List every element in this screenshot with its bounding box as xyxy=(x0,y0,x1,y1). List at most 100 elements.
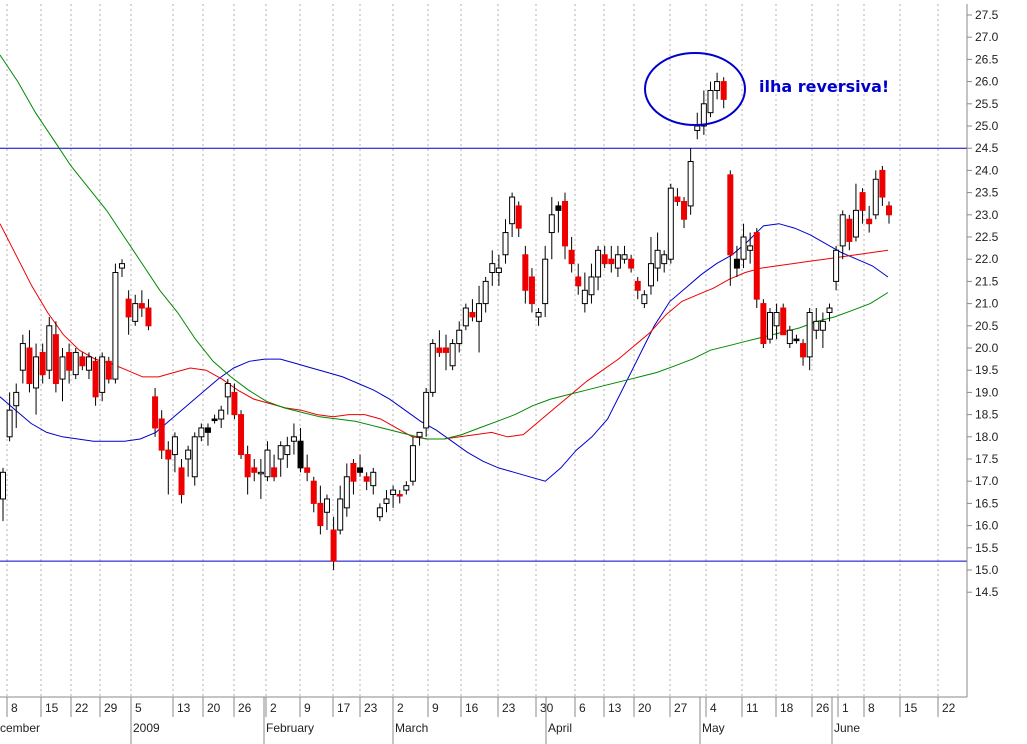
candle xyxy=(231,383,238,420)
candle xyxy=(740,223,747,269)
candle-body xyxy=(581,289,588,305)
candle xyxy=(456,321,463,353)
candle-body xyxy=(33,356,40,389)
x-day-label: 11 xyxy=(746,701,759,715)
x-day-label: 1 xyxy=(842,701,849,715)
candle-body xyxy=(429,343,436,393)
candle xyxy=(198,423,205,442)
x-month-label: April xyxy=(548,721,572,735)
candle xyxy=(6,392,13,442)
x-month-label: May xyxy=(702,721,725,735)
y-tick-label: 22.5 xyxy=(975,230,999,244)
candle xyxy=(575,263,582,295)
candle xyxy=(509,192,516,237)
y-tick-label: 18.5 xyxy=(975,408,999,422)
candle xyxy=(886,201,892,224)
candle xyxy=(879,165,886,206)
candle-body xyxy=(403,485,410,491)
x-day-label: 13 xyxy=(177,701,191,715)
candle-body xyxy=(833,249,840,282)
y-tick-label: 17.0 xyxy=(975,474,999,488)
candle-body xyxy=(112,272,119,380)
x-day-label: 27 xyxy=(674,701,688,715)
candle-body xyxy=(766,311,773,340)
candle xyxy=(495,254,502,286)
candle xyxy=(185,445,192,477)
candle xyxy=(674,188,681,206)
candle-body xyxy=(343,476,350,509)
y-tick-label: 17.5 xyxy=(975,452,999,466)
x-day-label: 30 xyxy=(540,701,554,715)
x-day-label: 20 xyxy=(207,701,221,715)
candle xyxy=(46,316,53,380)
candle-body xyxy=(19,343,26,371)
candle xyxy=(502,219,509,264)
candle-body xyxy=(469,311,476,318)
candle xyxy=(542,245,549,317)
candle-body xyxy=(760,303,767,345)
x-day-label: 8 xyxy=(868,701,875,715)
candle-body xyxy=(879,169,886,198)
candle xyxy=(548,197,555,260)
annotation-label: ilha reversiva! xyxy=(759,77,889,96)
candle xyxy=(806,308,813,371)
y-tick-label: 23.5 xyxy=(975,186,999,200)
candle-body xyxy=(654,249,661,269)
candle-body xyxy=(92,360,99,398)
x-day-label: 5 xyxy=(135,701,142,715)
candle xyxy=(0,467,6,522)
candle-body xyxy=(714,81,721,91)
candle xyxy=(99,352,106,402)
y-tick-label: 16.5 xyxy=(975,496,999,510)
candle xyxy=(72,348,79,380)
candle-body xyxy=(720,81,727,100)
candle xyxy=(125,290,132,335)
candle-body xyxy=(396,494,403,497)
candle-body xyxy=(350,462,357,482)
candle-body xyxy=(621,254,628,260)
candle-body xyxy=(26,347,33,385)
x-day-label: 18 xyxy=(780,701,794,715)
candle-body xyxy=(733,258,740,269)
candle-body xyxy=(271,467,278,478)
candle xyxy=(39,343,46,384)
candle-body xyxy=(886,205,892,216)
y-tick-label: 22.0 xyxy=(975,252,999,266)
candle-body xyxy=(773,311,780,327)
candle-body xyxy=(667,187,674,260)
candle-body xyxy=(423,391,430,429)
candle-body xyxy=(562,200,569,247)
candle xyxy=(780,303,787,336)
candle-body xyxy=(284,445,291,456)
candle xyxy=(720,77,727,109)
candle-body xyxy=(204,427,211,433)
candle xyxy=(409,436,416,486)
candles xyxy=(0,72,892,570)
candle-body xyxy=(0,471,6,500)
candle-body xyxy=(700,103,707,127)
candle-body xyxy=(224,383,231,398)
candle-body xyxy=(628,258,635,269)
candle-body xyxy=(495,267,502,274)
candle xyxy=(337,485,344,535)
candle-body xyxy=(601,254,608,265)
candle xyxy=(52,321,59,393)
candle xyxy=(244,445,251,495)
candle-body xyxy=(79,356,86,367)
candle xyxy=(178,459,185,504)
y-tick-label: 19.5 xyxy=(975,363,999,377)
candle-body xyxy=(747,245,754,251)
candle xyxy=(687,148,694,215)
candle xyxy=(813,308,820,340)
candle xyxy=(277,441,284,477)
candle xyxy=(370,467,377,495)
candle-body xyxy=(793,338,800,342)
y-tick-label: 25.0 xyxy=(975,119,999,133)
candle-body xyxy=(357,467,364,473)
candle-body xyxy=(171,436,178,456)
candle-body xyxy=(575,276,582,287)
candle xyxy=(515,201,522,237)
candle-body xyxy=(780,307,787,336)
x-day-label: 29 xyxy=(104,701,118,715)
candle xyxy=(747,232,754,264)
